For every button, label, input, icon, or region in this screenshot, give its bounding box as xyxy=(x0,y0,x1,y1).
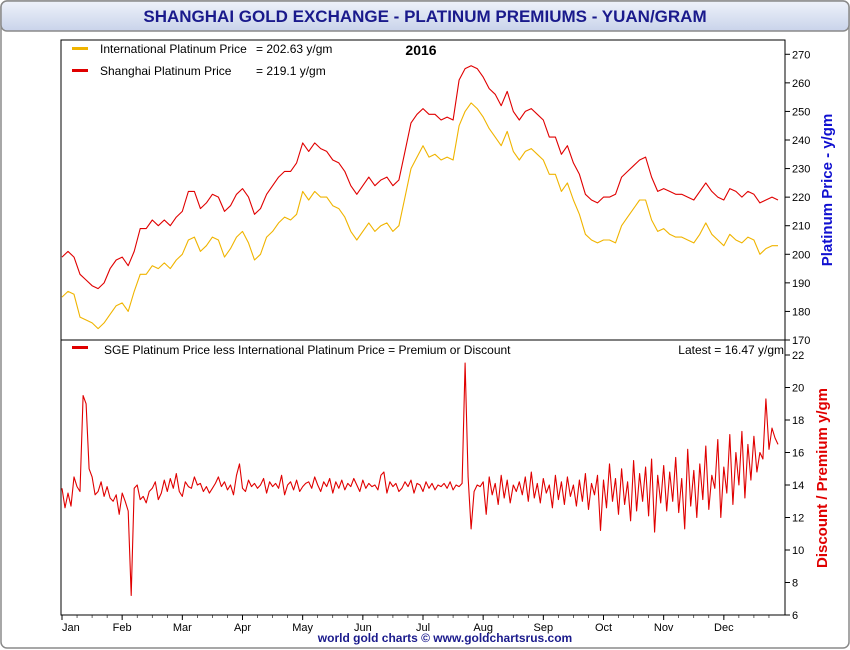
y-tick-label: 10 xyxy=(792,545,804,557)
bottom-right-axis-label: Discount / Premium y/gm xyxy=(814,388,831,568)
title-banner xyxy=(0,0,850,32)
legend-value-shanghai: = 219.1 y/gm xyxy=(256,64,326,78)
legend-value-international: = 202.63 y/gm xyxy=(256,42,332,56)
legend-label-premium: SGE Platinum Price less International Pl… xyxy=(104,343,511,357)
bottom-legend: SGE Platinum Price less International Pl… xyxy=(72,343,784,357)
y-tick-label: 6 xyxy=(792,610,798,622)
y-tick-label: 250 xyxy=(792,106,810,118)
y-tick-label: 240 xyxy=(792,135,810,147)
x-tick-label: Oct xyxy=(595,622,612,634)
x-tick-label: Feb xyxy=(113,622,132,634)
y-tick-label: 22 xyxy=(792,350,804,362)
x-tick-label: Jan xyxy=(62,622,80,634)
top-series-line-0 xyxy=(61,102,778,330)
top-plot-area xyxy=(60,39,786,341)
y-tick-label: 200 xyxy=(792,249,810,261)
y-tick-label: 190 xyxy=(792,278,810,290)
y-tick-label: 18 xyxy=(792,415,804,427)
x-tick-label: Nov xyxy=(654,622,674,634)
x-tick-label: Sep xyxy=(534,622,554,634)
x-tick-label: Aug xyxy=(473,622,493,634)
y-tick-label: 270 xyxy=(792,49,810,61)
y-tick-label: 8 xyxy=(792,578,798,590)
top-series-line-1 xyxy=(61,65,779,290)
year-label: 2016 xyxy=(405,42,436,58)
y-tick-label: 210 xyxy=(792,221,810,233)
y-tick-label: 20 xyxy=(792,383,804,395)
y-tick-label: 230 xyxy=(792,164,810,176)
top-legend: International Platinum Price = 202.63 y/… xyxy=(72,42,332,78)
legend-label-shanghai: Shanghai Platinum Price xyxy=(100,64,232,78)
x-tick-label: Dec xyxy=(714,622,734,634)
x-axis: Jan Feb Mar Apr May Jun Jul Aug Sep Oct Nov Dec xyxy=(61,615,770,634)
legend-swatch-international xyxy=(72,47,88,50)
x-tick-label: Apr xyxy=(234,622,251,634)
legend-swatch-shanghai xyxy=(72,69,88,72)
y-tick-label: 12 xyxy=(792,513,804,525)
x-tick-label: Jun xyxy=(354,622,372,634)
legend-label-international: International Platinum Price xyxy=(100,42,247,56)
footer-credit: world gold charts © www.goldchartsrus.co… xyxy=(317,631,572,645)
latest-value-label: Latest = 16.47 y/gm xyxy=(678,343,784,357)
legend-swatch-premium xyxy=(72,346,88,349)
top-series-group xyxy=(61,65,779,330)
bottom-y-axis: 6 8 10 12 14 16 18 20 22 xyxy=(785,350,804,622)
x-tick-label: May xyxy=(292,622,313,634)
y-tick-label: 170 xyxy=(792,335,810,347)
chart-title: SHANGHAI GOLD EXCHANGE - PLATINUM PREMIU… xyxy=(143,7,706,26)
x-tick-label: Jul xyxy=(416,622,430,634)
y-tick-label: 220 xyxy=(792,192,810,204)
top-y-axis: 170 180 190 200 210 220 230 240 250 260 270 xyxy=(785,49,810,347)
bottom-series-group xyxy=(61,362,779,597)
x-tick-label: Mar xyxy=(173,622,192,634)
bottom-series-line-0 xyxy=(61,362,779,597)
top-right-axis-label: Platinum Price - y/gm xyxy=(819,114,836,267)
y-tick-label: 180 xyxy=(792,306,810,318)
y-tick-label: 16 xyxy=(792,448,804,460)
y-tick-label: 260 xyxy=(792,78,810,90)
y-tick-label: 14 xyxy=(792,480,804,492)
